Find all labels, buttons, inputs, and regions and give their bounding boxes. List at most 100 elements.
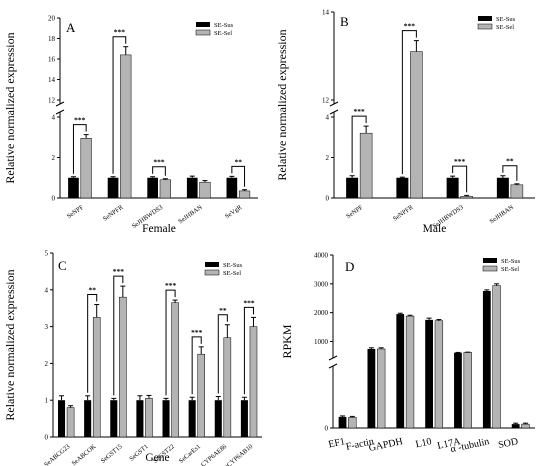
y-tick-label: 16 [48,56,56,64]
axis-break-mark [329,109,339,115]
bar-sel [80,138,92,199]
y-tick-label: 14 [48,76,56,84]
y-tick: 2 [52,154,60,162]
significance-label: *** [354,107,366,116]
axis-break-mark [329,101,339,107]
bar-sus [446,177,459,198]
axis-break-mark [55,109,65,115]
bar-sus [454,352,462,428]
y-tick-label: 20 [48,15,56,23]
x-category-label: SeCarEs1 [178,443,202,465]
bar-sus [346,177,359,198]
bar-sel [145,398,153,438]
legend-label-sus: SE-Sus [501,258,521,265]
bar-sel [238,190,251,199]
bar-sel [197,353,205,438]
legend-swatch-sus [483,258,497,263]
bar-sel [359,132,373,199]
y-tick: 4 [45,286,53,294]
y-axis-label: Relative normalized expression [275,29,289,180]
bar-sel [120,54,132,199]
legend-label-sus: SE-Sus [223,262,243,269]
significance-bracket [231,165,246,187]
significance-bracket [112,36,127,174]
bar-sel [521,423,530,429]
legend-label-sel: SE-Sel [501,266,519,273]
bar-sel [199,181,211,199]
y-tick-label: 0 [52,195,56,203]
x-axis-title: Gene [145,452,169,464]
x-category-label: SeJHBAN [177,204,204,226]
bar-sus [68,177,79,198]
legend-swatch-sus [478,16,492,21]
legend-swatch-sus [205,262,219,267]
legend-swatch-sel [477,23,493,30]
y-tick-label: 0 [326,195,330,203]
y-tick: 0 [325,425,333,433]
bar-sus [482,291,491,428]
significance-label: *** [74,116,86,125]
panel-b: 0241214***SeNPF***SeNPFR***SeJHBWDS3**Se… [275,9,535,235]
y-tick-label: 4 [52,114,56,122]
y-tick: 18 [48,35,60,43]
y-tick-label: 2 [45,360,49,368]
bar-sel [377,348,386,429]
y-tick: 2 [45,360,53,368]
y-tick-label: 0 [45,434,49,442]
bar-sus [107,177,119,198]
legend-label-sel: SE-Sel [496,24,514,31]
y-tick: 2000 [314,309,333,317]
y-tick-label: 3 [45,323,49,331]
y-tick: 12 [322,97,334,105]
legend-swatch-sel [482,265,498,272]
y-tick: 4 [52,114,60,122]
bar-sel [410,51,423,199]
bar-sus [147,177,158,198]
panel-letter: B [340,14,349,29]
y-tick: 2 [326,154,334,162]
y-tick: 3 [45,323,53,331]
significance-bracket [87,294,98,393]
panel-letter: C [58,258,67,273]
bar-sus [84,400,92,437]
y-tick: 1 [45,397,53,405]
significance-label: *** [113,267,125,276]
y-axis-label: RPKM [280,324,294,358]
bar-sel [434,320,444,429]
bar-sus [58,400,66,437]
bar-sus [186,177,198,198]
legend-label-sus: SE-Sus [496,16,516,23]
bar-sel [159,179,171,199]
y-tick: 0 [326,195,334,203]
significance-label: ** [234,157,242,166]
significance-bracket [191,336,202,395]
bar-sus [338,416,347,428]
y-tick-label: 4 [45,286,49,294]
y-axis-label: Relative normalized expression [3,269,17,420]
y-tick-label: 2 [326,154,330,162]
bar-sus [226,177,238,198]
axis-break-mark [328,355,338,361]
x-category-label: SeABCG23 [43,443,71,466]
y-tick: 12 [48,97,60,105]
panel-a: 0241214161820***SeNPF***SeNPFR***SeJHBWD… [3,15,258,235]
significance-label: *** [191,328,203,337]
x-category-label: L10 [415,436,433,450]
bar-sus [214,400,222,437]
x-category-label: L17A [436,436,462,452]
bar-sus [188,400,196,437]
y-tick-label: 2 [52,154,56,162]
y-tick: 4000 [314,252,333,260]
significance-bracket [152,166,166,176]
bar-sus [396,314,405,428]
panel-letter: D [345,259,354,274]
significance-label: *** [243,298,255,307]
significance-bracket [502,165,518,181]
significance-bracket [452,165,468,193]
bar-sel [171,302,179,438]
x-category-label: SeNPFR [102,204,125,223]
bar-sel [92,317,101,438]
y-tick-label: 4000 [314,252,329,260]
